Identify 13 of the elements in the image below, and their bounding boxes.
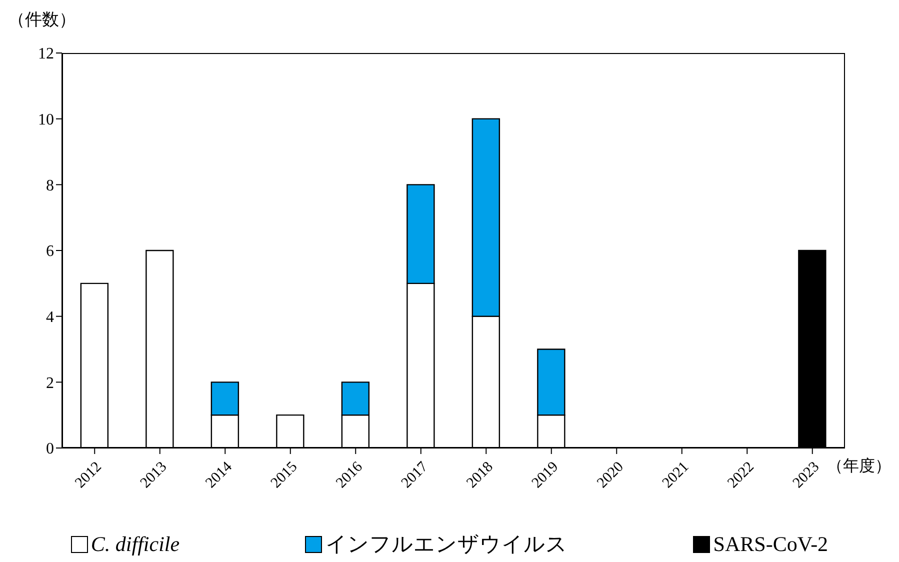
y-tick-label: 12 (38, 46, 54, 63)
y-tick-label: 0 (46, 440, 54, 458)
y-tick-label: 2 (46, 374, 54, 392)
y-tick-label: 6 (46, 243, 54, 260)
legend-label: インフルエンザウイルス (324, 531, 568, 558)
legend-label: C. difficile (90, 530, 180, 558)
y-tick-label: 10 (38, 112, 54, 129)
legend-label: SARS-CoV-2 (712, 530, 828, 558)
x-axis-title: （年度） (827, 456, 891, 477)
x-tick-label: 2021 (660, 458, 692, 492)
y-axis-title: （件数） (8, 9, 76, 31)
y-tick-label: 4 (46, 309, 54, 326)
y-tick-label: 8 (46, 177, 54, 194)
